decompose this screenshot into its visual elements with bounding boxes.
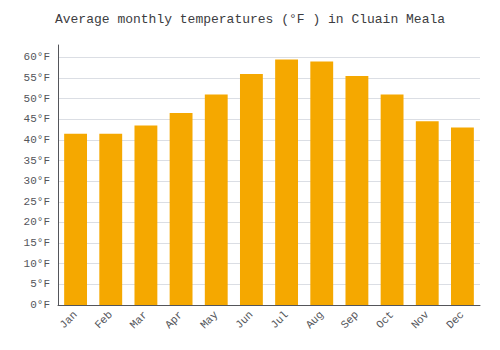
svg-text:Nov: Nov [409,308,432,331]
svg-text:25°F: 25°F [24,196,50,208]
svg-text:20°F: 20°F [24,216,50,228]
svg-text:Oct: Oct [374,309,396,331]
svg-text:Apr: Apr [163,309,185,331]
svg-text:0°F: 0°F [30,299,50,311]
svg-text:30°F: 30°F [24,175,50,187]
svg-text:35°F: 35°F [24,155,50,167]
svg-text:Average monthly temperatures (: Average monthly temperatures (°F ) in Cl… [55,12,445,27]
svg-text:10°F: 10°F [24,258,50,270]
svg-text:15°F: 15°F [24,237,50,249]
svg-text:Dec: Dec [444,309,466,331]
svg-text:Jan: Jan [57,309,79,331]
svg-text:5°F: 5°F [30,278,50,290]
svg-text:May: May [198,308,221,331]
svg-text:50°F: 50°F [24,93,50,105]
svg-text:45°F: 45°F [24,113,50,125]
svg-text:Mar: Mar [128,309,150,331]
svg-text:55°F: 55°F [24,72,50,84]
svg-text:Feb: Feb [93,309,115,331]
svg-text:Jul: Jul [268,309,290,331]
svg-text:60°F: 60°F [24,51,50,63]
svg-text:Sep: Sep [339,309,361,331]
svg-text:Aug: Aug [304,309,326,331]
svg-text:Jun: Jun [233,309,255,331]
svg-text:40°F: 40°F [24,134,50,146]
